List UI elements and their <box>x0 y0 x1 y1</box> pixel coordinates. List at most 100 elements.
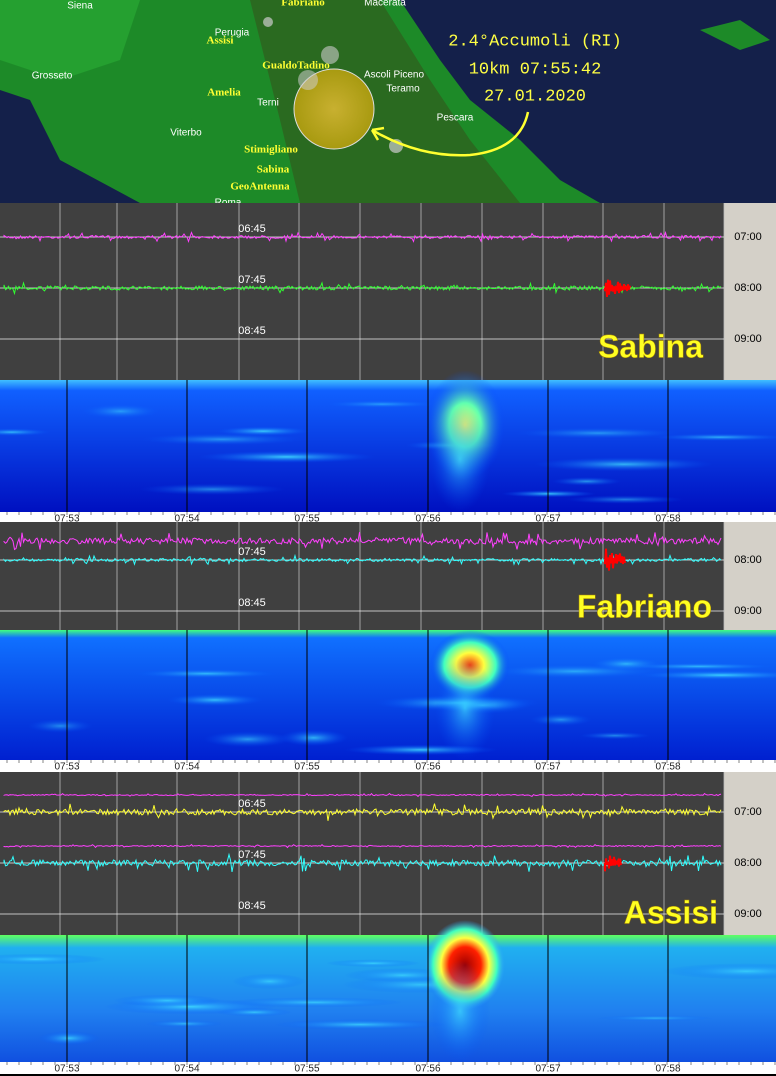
time-axis-label: 07:53 <box>54 762 79 773</box>
spectral-patch <box>37 1031 101 1046</box>
time-axis <box>0 760 776 772</box>
seismic-trace <box>3 532 722 551</box>
place-label: Sabina <box>257 164 290 176</box>
time-axis-label: 07:58 <box>655 514 680 525</box>
city-label: Teramo <box>386 84 420 95</box>
spectral-patch <box>325 959 421 968</box>
hour-label: 09:00 <box>734 605 762 617</box>
spectral-patch <box>279 729 348 747</box>
spectral-patch <box>322 400 441 409</box>
spectral-patch <box>216 1007 292 1017</box>
time-axis-label: 07:58 <box>655 762 680 773</box>
spectral-patch <box>0 953 107 965</box>
hour-label: 07:00 <box>734 231 762 243</box>
spectral-patch <box>501 490 596 498</box>
time-axis-label: 07:54 <box>174 514 199 525</box>
hour-label: 09:00 <box>734 908 762 920</box>
spectral-patch <box>80 403 161 419</box>
time-label: 08:45 <box>238 597 266 609</box>
time-label: 07:45 <box>238 546 266 558</box>
spectral-patch <box>566 495 684 504</box>
seismic-trace <box>3 792 722 798</box>
place-label: Amelia <box>207 87 241 99</box>
spectral-patch <box>530 713 592 726</box>
time-label: 07:45 <box>238 274 266 286</box>
spectral-patch <box>588 656 664 671</box>
spectral-patch <box>166 693 264 707</box>
spectral-patch <box>652 433 776 441</box>
time-label: 07:45 <box>238 849 266 861</box>
station-label: Sabina <box>598 328 703 364</box>
map <box>0 0 776 203</box>
place-label: GualdoTadino <box>262 60 330 72</box>
epicenter-marker <box>293 68 375 150</box>
spectral-energy <box>430 960 490 1062</box>
time-axis-label: 07:55 <box>294 762 319 773</box>
annotation: 10km 07:55:42 <box>469 60 602 79</box>
seismic-trace <box>3 230 722 243</box>
time-axis-label: 07:56 <box>415 762 440 773</box>
spectral-patch <box>140 433 303 446</box>
city-label: Perugia <box>215 28 250 39</box>
time-axis-label: 07:54 <box>174 762 199 773</box>
place-label: Stimigliano <box>244 144 298 156</box>
time-axis-label: 07:57 <box>535 514 560 525</box>
city-label: Terni <box>257 98 279 109</box>
time-axis-label: 07:53 <box>54 514 79 525</box>
time-label: 06:45 <box>238 798 266 810</box>
time-label: 08:45 <box>238 900 266 912</box>
spectrogram <box>0 380 776 512</box>
spectral-patch <box>662 963 776 980</box>
helicorder-bg <box>0 772 724 935</box>
spectral-patch <box>596 1015 715 1022</box>
hour-scale-bg <box>724 522 776 630</box>
station-label: Assisi <box>624 894 718 930</box>
hour-scale-bg <box>724 772 776 935</box>
place-label: GeoAntenna <box>230 181 290 193</box>
spectrogram <box>0 630 776 760</box>
spectral-patch <box>203 731 292 748</box>
seismic-trace <box>3 843 722 849</box>
spectral-patch <box>579 731 651 740</box>
hour-label: 08:00 <box>734 857 762 869</box>
time-axis-label: 07:56 <box>415 1064 440 1075</box>
event-burst <box>604 279 631 298</box>
seismic-trace <box>3 852 722 872</box>
city-label: Macerata <box>364 0 406 9</box>
time-axis-label: 07:57 <box>535 1064 560 1075</box>
spectral-patch <box>552 477 622 486</box>
time-axis-label: 07:58 <box>655 1064 680 1075</box>
city-label: Viterbo <box>170 128 202 139</box>
place-label: Assisi <box>207 35 234 47</box>
spectral-energy <box>430 406 490 512</box>
spectral-energy <box>435 656 495 760</box>
spectral-patch <box>113 994 221 1007</box>
time-axis-label: 07:54 <box>174 1064 199 1075</box>
annotation: 27.01.2020 <box>484 87 586 106</box>
spectral-patch <box>197 450 376 463</box>
spectral-patch <box>515 427 682 439</box>
hour-label: 07:00 <box>734 806 762 818</box>
time-label: 08:45 <box>238 325 266 337</box>
station-panel: 07:45 08:45 08:00 09:00 Fabriano 07:53 07:54 07… <box>0 522 776 773</box>
spectral-patch <box>132 668 280 679</box>
station-label: Fabriano <box>577 588 712 624</box>
hour-scale-bg <box>724 203 776 380</box>
spectral-patch <box>28 719 93 733</box>
spectral-patch <box>633 670 776 680</box>
station-panel: 06:45 07:45 08:45 07:00 08:00 09:00 Assisi 07:5… <box>0 772 776 1075</box>
time-axis-label: 07:53 <box>54 1064 79 1075</box>
spectral-patch <box>272 1019 447 1030</box>
spectral-patch <box>534 457 714 472</box>
hour-label: 08:00 <box>734 554 762 566</box>
spectral-patch <box>0 428 51 436</box>
spectral-patch <box>232 973 307 990</box>
hour-label: 08:00 <box>734 282 762 294</box>
city-label: Siena <box>67 1 93 12</box>
time-axis-label: 07:57 <box>535 762 560 773</box>
annotation: 2.4°Accumoli (RI) <box>448 32 621 51</box>
spectral-patch <box>145 1020 224 1028</box>
seismic-trace <box>3 553 722 566</box>
spectral-patch <box>225 997 404 1008</box>
